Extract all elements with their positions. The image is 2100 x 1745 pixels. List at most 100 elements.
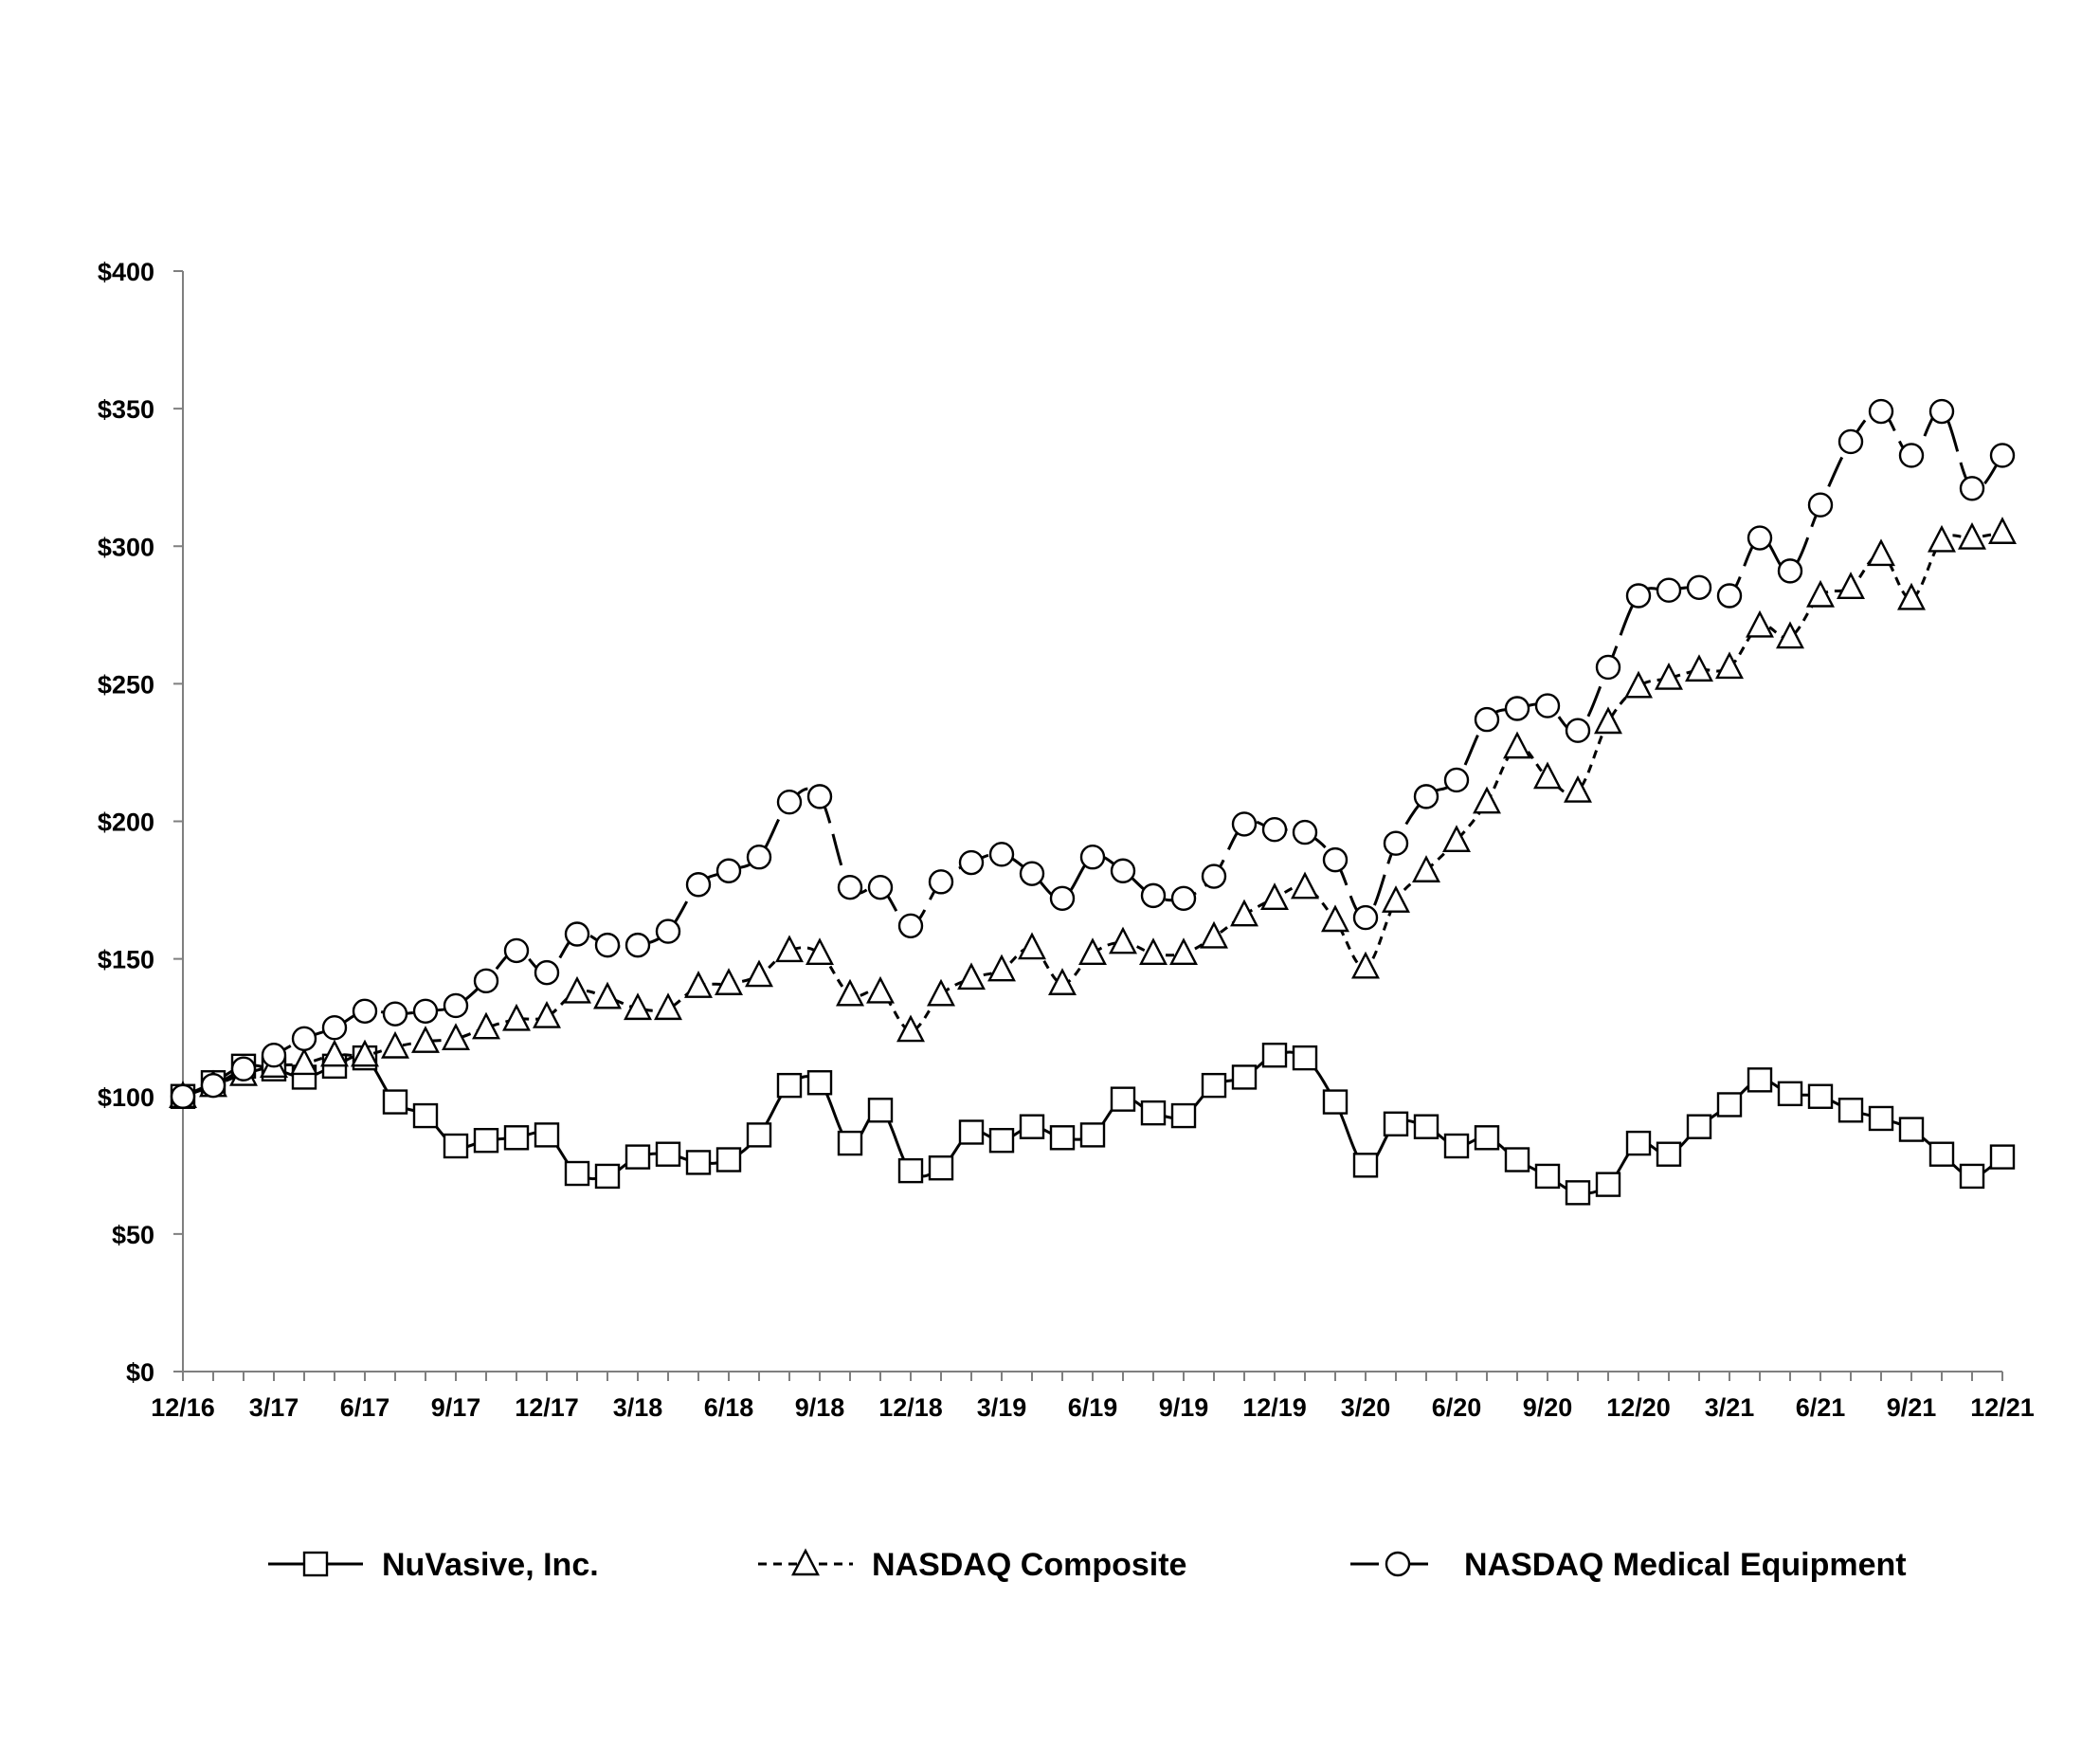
data-point-square (1443, 1133, 1470, 1159)
data-point-triangle (1260, 882, 1289, 910)
data-point-triangle (624, 992, 652, 1021)
data-point-circle (1383, 830, 1409, 856)
data-point-circle (715, 858, 742, 883)
data-point-square (867, 1098, 894, 1123)
data-point-circle (594, 932, 621, 958)
data-point-circle (170, 1083, 196, 1109)
x-tick-label: 3/19 (977, 1393, 1027, 1422)
data-point-square (564, 1160, 590, 1187)
data-point-triangle (957, 962, 986, 991)
x-tick-label: 9/18 (795, 1393, 845, 1422)
data-point-circle (1504, 696, 1530, 721)
data-point-circle (230, 1056, 257, 1082)
data-point-square (1565, 1180, 1591, 1206)
data-point-triangle (1442, 825, 1471, 853)
data-point-square (837, 1130, 863, 1156)
data-point-triangle (1473, 786, 1501, 814)
data-point-circle (503, 937, 530, 964)
data-point-triangle (1169, 937, 1198, 966)
data-point-square (928, 1155, 954, 1181)
data-point-circle (443, 992, 469, 1019)
data-point-square (1928, 1141, 1955, 1167)
data-point-circle (382, 1001, 408, 1027)
data-point-triangle (1139, 937, 1168, 966)
data-point-triangle (1321, 904, 1349, 933)
y-tick-label: $100 (98, 1083, 154, 1112)
data-point-triangle (320, 1039, 349, 1067)
data-point-circle (352, 998, 378, 1024)
data-point-circle (1413, 784, 1439, 809)
data-point-triangle (533, 1000, 561, 1028)
data-point-square (1474, 1125, 1500, 1151)
y-tick-label: $200 (98, 809, 154, 837)
data-point-square (1777, 1081, 1803, 1107)
data-point-triangle (1230, 899, 1258, 927)
data-point-triangle (1867, 538, 1895, 567)
series-nuvasive-inc (170, 1043, 2016, 1206)
data-point-square (1079, 1122, 1106, 1148)
legend-marker-square (302, 1551, 329, 1577)
data-point-triangle (1564, 774, 1592, 803)
data-point-triangle (1655, 662, 1683, 690)
legend-label: NASDAQ Composite (872, 1547, 1186, 1583)
x-axis: 12/16 3/17 6/17 9/17 12/17 3/18 6/18 9/18 12/18 3… (151, 1371, 2035, 1422)
data-point-square (534, 1122, 560, 1148)
data-point-circle (1656, 577, 1682, 603)
data-point-triangle (1958, 521, 1986, 550)
x-tick-label: 3/18 (613, 1393, 663, 1422)
x-tick-label: 12/18 (878, 1393, 943, 1422)
x-tick-label: 12/21 (1970, 1393, 2035, 1422)
data-point-square (1140, 1100, 1167, 1126)
data-point-square (412, 1102, 439, 1129)
y-tick-label: $250 (98, 670, 154, 699)
data-point-triangle (1685, 654, 1713, 682)
data-point-circle (1079, 845, 1106, 870)
data-point-square (1261, 1043, 1288, 1068)
data-point-triangle (593, 981, 622, 1009)
x-tick-label: 6/18 (704, 1393, 754, 1422)
data-point-square (988, 1127, 1015, 1154)
x-tick-label: 12/20 (1606, 1393, 1671, 1422)
data-point-circle (1201, 863, 1227, 889)
data-point-square (1292, 1045, 1318, 1071)
data-point-triangle (806, 937, 834, 966)
data-point-circle (1747, 525, 1773, 551)
legend-item: NuVasive, Inc. (268, 1547, 599, 1583)
series-plot-area (169, 398, 2017, 1206)
data-point-triangle (351, 1039, 379, 1067)
data-point-circle (958, 849, 985, 876)
data-point-circle (291, 1026, 317, 1051)
legend-marker-circle (1385, 1551, 1411, 1577)
data-point-square (1656, 1141, 1682, 1167)
data-point-square (1807, 1083, 1834, 1109)
data-point-circle (534, 959, 560, 986)
data-point-square (776, 1072, 803, 1099)
data-point-triangle (1594, 706, 1622, 735)
data-point-square (1201, 1072, 1227, 1099)
data-point-triangle (684, 971, 713, 998)
data-point-circle (1898, 443, 1925, 468)
x-tick-label: 12/19 (1242, 1393, 1307, 1422)
data-point-square (1504, 1147, 1530, 1172)
x-tick-label: 6/17 (340, 1393, 390, 1422)
data-point-square (1231, 1064, 1258, 1090)
data-point-triangle (1503, 731, 1531, 759)
data-point-circle (1443, 767, 1470, 793)
data-point-triangle (775, 935, 804, 963)
data-point-circle (1928, 398, 1955, 425)
data-point-square (746, 1122, 772, 1148)
data-point-circle (928, 869, 954, 895)
data-point-circle (200, 1072, 226, 1099)
legend-marker-triangle (791, 1548, 820, 1576)
x-tick-label: 12/17 (515, 1393, 579, 1422)
data-point-circle (321, 1014, 348, 1041)
data-point-square (1595, 1172, 1621, 1197)
data-point-square (1686, 1114, 1712, 1139)
data-point-circle (412, 998, 439, 1024)
data-point-circle (1261, 817, 1288, 843)
y-tick-label: $400 (98, 258, 154, 286)
series-nasdaq-medical-equipment (170, 398, 2016, 1109)
data-point-square (1110, 1086, 1136, 1112)
data-point-circle (806, 784, 833, 809)
data-point-circle (1110, 858, 1136, 883)
